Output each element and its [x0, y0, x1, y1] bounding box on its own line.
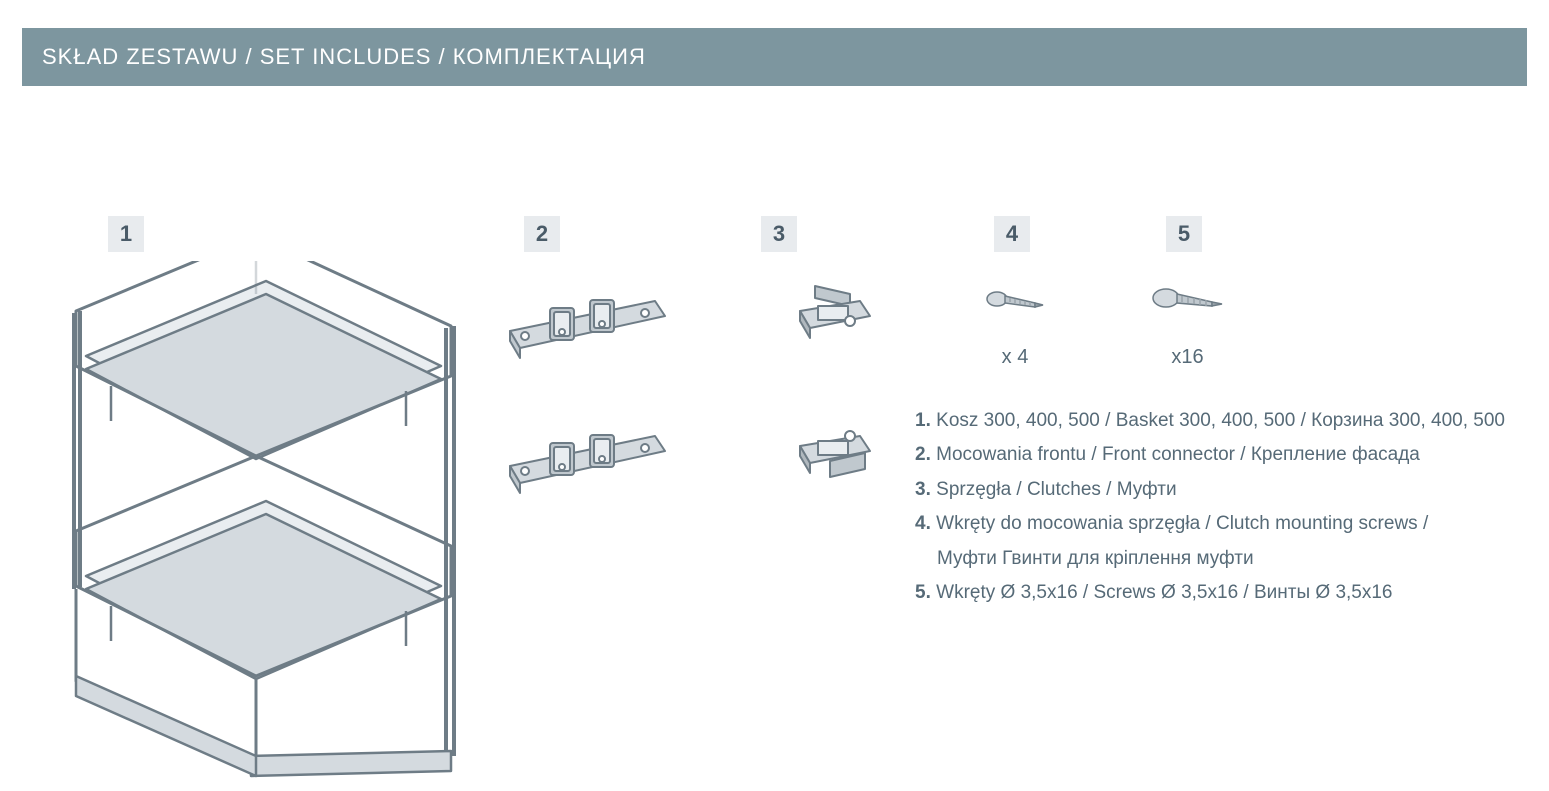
clutches-illustration	[790, 276, 890, 496]
legend-3-num: 3.	[915, 475, 931, 505]
basket-illustration	[56, 261, 456, 791]
badge-3-num: 3	[773, 221, 785, 247]
badge-2: 2	[524, 216, 560, 252]
badge-5-num: 5	[1178, 221, 1190, 247]
legend-2-num: 2.	[915, 440, 931, 470]
legend-1-num: 1.	[915, 406, 931, 436]
legend-4b-text: Муфти Гвинти для кріплення муфти	[937, 548, 1254, 569]
qty-5-text: x16	[1171, 346, 1203, 368]
badge-1-num: 1	[120, 221, 132, 247]
badge-5: 5	[1166, 216, 1202, 252]
legend-row-1: 1. Kosz 300, 400, 500 / Basket 300, 400,…	[915, 406, 1505, 436]
legend-row-3: 3. Sprzęgła / Clutches / Муфти	[915, 475, 1505, 505]
legend-row-4: 4. Wkręty do mocowania sprzęgła / Clutch…	[915, 509, 1505, 539]
legend-3-text: Sprzęgła / Clutches / Муфти	[936, 479, 1176, 500]
legend-1-text: Kosz 300, 400, 500 / Basket 300, 400, 50…	[936, 410, 1505, 431]
badge-4-num: 4	[1006, 221, 1018, 247]
header-bar: SKŁAD ZESTAWU / SET INCLUDES / КОМПЛЕКТА…	[22, 28, 1527, 86]
qty-5: x16	[1160, 346, 1215, 369]
content-area: 1 2 3 4 5	[0, 86, 1549, 126]
screw-large-icon	[1152, 278, 1224, 328]
badge-2-num: 2	[536, 221, 548, 247]
badge-3: 3	[761, 216, 797, 252]
qty-4-text: x 4	[1002, 346, 1029, 368]
legend-2-text: Mocowania frontu / Front connector / Кре…	[936, 444, 1420, 465]
legend-list: 1. Kosz 300, 400, 500 / Basket 300, 400,…	[915, 406, 1505, 612]
legend-4-text: Wkręty do mocowania sprzęgła / Clutch mo…	[936, 513, 1428, 534]
legend-4-num: 4.	[915, 509, 931, 539]
legend-5-num: 5.	[915, 578, 931, 608]
front-connector-illustration	[500, 276, 680, 516]
header-title: SKŁAD ZESTAWU / SET INCLUDES / КОМПЛЕКТА…	[42, 44, 646, 70]
badge-4: 4	[994, 216, 1030, 252]
legend-row-4b: Муфти Гвинти для кріплення муфти	[915, 544, 1505, 574]
qty-4: x 4	[990, 346, 1040, 369]
screw-small-icon	[985, 281, 1045, 326]
badge-1: 1	[108, 216, 144, 252]
legend-5-text: Wkręty Ø 3,5x16 / Screws Ø 3,5x16 / Винт…	[936, 582, 1392, 603]
legend-row-2: 2. Mocowania frontu / Front connector / …	[915, 440, 1505, 470]
legend-row-5: 5. Wkręty Ø 3,5x16 / Screws Ø 3,5x16 / В…	[915, 578, 1505, 608]
